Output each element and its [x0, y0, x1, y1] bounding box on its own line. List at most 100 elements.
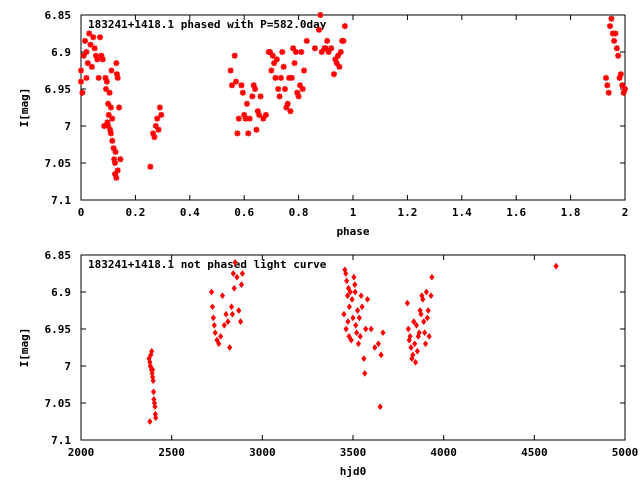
panel-2: 2000 2500 3000 3500 4000 4500 5000 6.85 6.9 6.95 7…	[18, 249, 638, 478]
data-point	[231, 52, 238, 59]
y-tick-label: 7.05	[45, 397, 72, 410]
data-point	[256, 111, 263, 118]
y-axis-title: I[mag]	[18, 328, 31, 368]
data-point	[412, 358, 419, 366]
data-point	[271, 60, 278, 67]
data-point	[358, 292, 364, 300]
x-tick-label: 0.2	[125, 206, 145, 219]
data-point	[377, 403, 383, 411]
data-point	[243, 100, 250, 107]
y-tick-label: 6.85	[45, 249, 72, 262]
data-point	[407, 333, 413, 340]
data-point	[225, 318, 231, 325]
x-tick-label: 2	[622, 206, 629, 219]
data-point	[343, 325, 349, 333]
x-tick-label: 4500	[521, 446, 548, 459]
data-point	[372, 344, 378, 351]
data-point	[107, 126, 114, 133]
data-point	[254, 108, 261, 115]
data-point	[311, 45, 318, 52]
data-point	[228, 303, 235, 311]
x-tick-label: 3000	[249, 446, 276, 459]
data-point	[294, 89, 301, 96]
data-point	[287, 108, 294, 115]
data-point	[117, 156, 124, 163]
data-point	[375, 340, 381, 348]
data-point	[425, 307, 431, 314]
data-point	[405, 325, 411, 333]
data-point	[354, 307, 361, 314]
data-point	[357, 333, 363, 340]
data-point	[253, 126, 260, 133]
data-point	[113, 60, 120, 67]
data-point	[114, 74, 121, 81]
data-point	[615, 52, 622, 59]
data-point	[107, 104, 114, 111]
x-tick-label: 0.8	[289, 206, 309, 219]
data-point	[354, 329, 360, 337]
data-point	[156, 104, 163, 111]
data-point	[80, 52, 87, 59]
data-point	[103, 78, 110, 85]
data-point	[276, 93, 283, 100]
data-point	[347, 288, 353, 296]
data-point	[277, 74, 284, 81]
data-point	[267, 49, 274, 55]
data-point	[359, 303, 365, 311]
data-point	[98, 52, 105, 59]
data-point	[336, 63, 343, 70]
data-point	[410, 351, 416, 359]
x-tick-label: 0.6	[234, 206, 254, 219]
data-point	[282, 86, 288, 92]
data-point	[79, 89, 86, 96]
data-point	[112, 148, 119, 155]
data-point	[235, 115, 242, 122]
data-point	[414, 347, 420, 355]
data-point	[411, 318, 417, 325]
data-point	[231, 284, 237, 292]
data-point	[378, 351, 384, 359]
data-point	[78, 78, 84, 85]
data-point	[84, 60, 91, 67]
data-point	[109, 115, 116, 122]
data-point	[219, 292, 226, 300]
data-point	[101, 123, 108, 129]
data-point	[341, 23, 348, 30]
data-point	[412, 340, 418, 348]
data-point	[260, 115, 267, 122]
data-point	[428, 292, 434, 300]
data-point	[422, 340, 429, 348]
data-point	[147, 163, 154, 170]
data-point	[223, 310, 229, 318]
data-point	[608, 15, 615, 22]
data-point	[553, 262, 559, 270]
data-point	[211, 321, 217, 329]
plot-title: 183241+1418.1 not phased light curve	[88, 258, 327, 271]
data-point	[245, 130, 252, 137]
data-point	[361, 355, 367, 362]
data-point	[110, 145, 117, 152]
data-point	[105, 100, 112, 107]
y-tick-label: 7.1	[51, 194, 71, 207]
data-point	[605, 89, 612, 96]
data-point	[114, 167, 121, 174]
x-axis-title: hjd0	[340, 465, 367, 478]
data-point	[292, 49, 299, 55]
x-tick-label: 2500	[158, 446, 185, 459]
data-point	[620, 89, 627, 96]
data-point	[216, 340, 222, 348]
data-point	[332, 56, 339, 63]
data-point	[86, 30, 93, 37]
data-point	[108, 67, 115, 74]
data-point	[352, 281, 358, 288]
data-point	[102, 74, 109, 81]
data-point	[233, 78, 240, 85]
data-point	[212, 329, 218, 337]
y-tick-label: 6.95	[45, 323, 72, 336]
data-point	[416, 329, 422, 337]
data-point	[602, 74, 609, 81]
data-point	[249, 93, 256, 100]
x-tick-label: 1.6	[506, 206, 526, 219]
data-point	[92, 52, 99, 59]
y-tick-label: 6.95	[45, 83, 72, 96]
